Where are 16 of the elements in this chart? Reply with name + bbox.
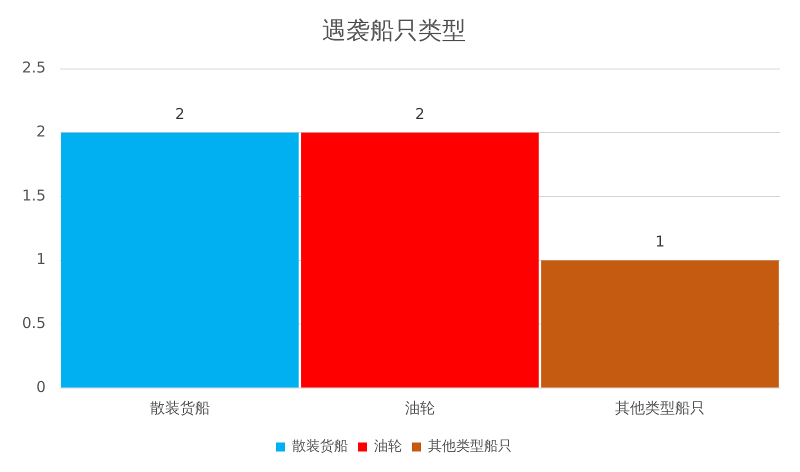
y-tick-label: 2.5 (22, 58, 46, 77)
data-label: 2 (415, 105, 425, 124)
x-tick-label: 油轮 (404, 398, 435, 417)
y-tick-label: 2 (36, 122, 46, 141)
y-tick-label: 0 (36, 378, 46, 396)
data-label: 2 (175, 105, 185, 124)
legend-label: 油轮 (374, 438, 402, 455)
x-tick-label: 其他类型船只 (614, 398, 705, 417)
y-tick-label: 1.5 (22, 186, 46, 204)
y-tick-label: 0.5 (22, 314, 46, 332)
y-tick-label: 1 (36, 250, 46, 268)
chart-title: 遇袭船只类型 (322, 16, 466, 45)
legend-label: 散装货船 (292, 438, 348, 455)
legend-label: 其他类型船只 (428, 438, 512, 455)
x-tick-label: 散装货船 (150, 398, 210, 417)
data-label: 1 (655, 232, 665, 251)
